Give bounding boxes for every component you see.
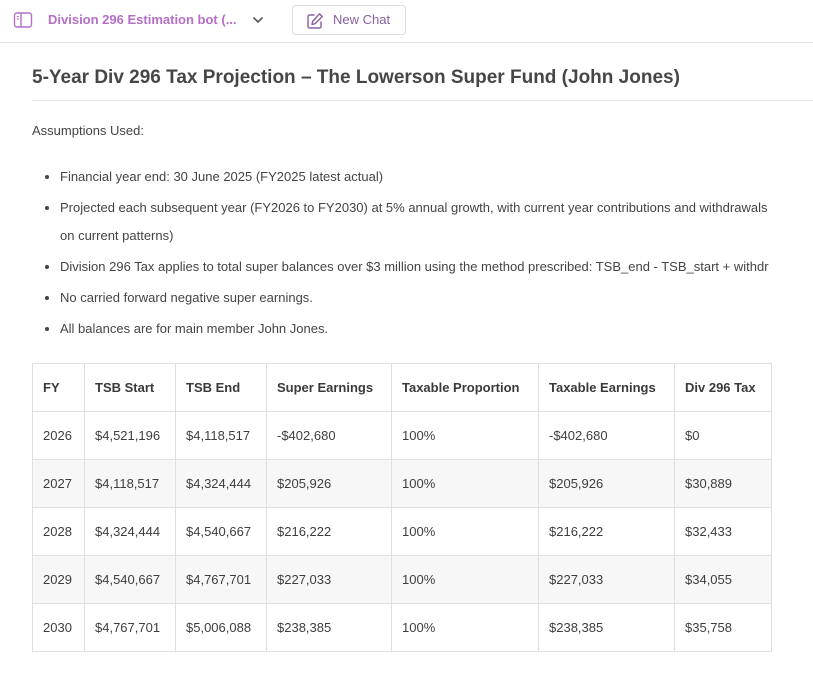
top-bar: Division 296 Estimation bot (... New Cha… — [0, 0, 813, 43]
cell-tsb-start: $4,767,701 — [84, 603, 176, 652]
cell-taxable-earnings: $227,033 — [538, 555, 675, 604]
table-row: 2028 $4,324,444 $4,540,667 $216,222 100%… — [32, 507, 772, 556]
cell-tsb-start: $4,521,196 — [84, 411, 176, 460]
cell-super-earnings: $238,385 — [266, 603, 392, 652]
cell-fy: 2029 — [32, 555, 85, 604]
header-div296-tax: Div 296 Tax — [674, 363, 772, 412]
page-title: 5-Year Div 296 Tax Projection – The Lowe… — [32, 67, 680, 88]
cell-taxable-earnings: -$402,680 — [538, 411, 675, 460]
header-taxable-proportion: Taxable Proportion — [391, 363, 539, 412]
cell-tsb-end: $4,324,444 — [175, 459, 267, 508]
cell-fy: 2028 — [32, 507, 85, 556]
list-item: Financial year end: 30 June 2025 (FY2025… — [32, 163, 813, 191]
cell-super-earnings: $227,033 — [266, 555, 392, 604]
cell-div296-tax: $34,055 — [674, 555, 772, 604]
cell-fy: 2030 — [32, 603, 85, 652]
table-row: 2029 $4,540,667 $4,767,701 $227,033 100%… — [32, 555, 772, 604]
cell-super-earnings: $205,926 — [266, 459, 392, 508]
cell-super-earnings: $216,222 — [266, 507, 392, 556]
cell-taxable-proportion: 100% — [391, 507, 539, 556]
header-fy: FY — [32, 363, 85, 412]
new-chat-button[interactable]: New Chat — [292, 5, 406, 35]
table-header-row: FY TSB Start TSB End Super Earnings Taxa… — [32, 363, 772, 412]
cell-tsb-end: $4,767,701 — [175, 555, 267, 604]
list-item: Division 296 Tax applies to total super … — [32, 253, 813, 281]
table-row: 2030 $4,767,701 $5,006,088 $238,385 100%… — [32, 603, 772, 652]
assumptions-heading: Assumptions Used: — [32, 123, 144, 138]
header-super-earnings: Super Earnings — [266, 363, 392, 412]
cell-tsb-end: $4,118,517 — [175, 411, 267, 460]
cell-taxable-earnings: $205,926 — [538, 459, 675, 508]
cell-fy: 2026 — [32, 411, 85, 460]
edit-icon — [306, 12, 324, 30]
cell-div296-tax: $0 — [674, 411, 772, 460]
cell-taxable-earnings: $216,222 — [538, 507, 675, 556]
cell-tsb-end: $5,006,088 — [175, 603, 267, 652]
sidebar-toggle-icon[interactable] — [13, 11, 33, 29]
cell-div296-tax: $30,889 — [674, 459, 772, 508]
table-row: 2027 $4,118,517 $4,324,444 $205,926 100%… — [32, 459, 772, 508]
cell-div296-tax: $32,433 — [674, 507, 772, 556]
cell-taxable-proportion: 100% — [391, 411, 539, 460]
cell-tsb-start: $4,324,444 — [84, 507, 176, 556]
table-row: 2026 $4,521,196 $4,118,517 -$402,680 100… — [32, 411, 772, 460]
chevron-down-icon[interactable] — [251, 13, 265, 27]
cell-div296-tax: $35,758 — [674, 603, 772, 652]
header-taxable-earnings: Taxable Earnings — [538, 363, 675, 412]
list-item: Projected each subsequent year (FY2026 t… — [32, 194, 813, 250]
new-chat-label: New Chat — [333, 12, 391, 27]
list-item: All balances are for main member John Jo… — [32, 315, 813, 343]
cell-super-earnings: -$402,680 — [266, 411, 392, 460]
header-tsb-start: TSB Start — [84, 363, 176, 412]
assumptions-list: Financial year end: 30 June 2025 (FY2025… — [32, 163, 813, 346]
projection-table: FY TSB Start TSB End Super Earnings Taxa… — [32, 363, 772, 652]
header-tsb-end: TSB End — [175, 363, 267, 412]
bot-selector[interactable]: Division 296 Estimation bot (... — [48, 12, 237, 27]
cell-tsb-end: $4,540,667 — [175, 507, 267, 556]
cell-tsb-start: $4,540,667 — [84, 555, 176, 604]
list-item: No carried forward negative super earnin… — [32, 284, 813, 312]
cell-taxable-proportion: 100% — [391, 603, 539, 652]
cell-taxable-proportion: 100% — [391, 555, 539, 604]
title-divider — [32, 100, 813, 101]
cell-tsb-start: $4,118,517 — [84, 459, 176, 508]
cell-fy: 2027 — [32, 459, 85, 508]
cell-taxable-earnings: $238,385 — [538, 603, 675, 652]
cell-taxable-proportion: 100% — [391, 459, 539, 508]
